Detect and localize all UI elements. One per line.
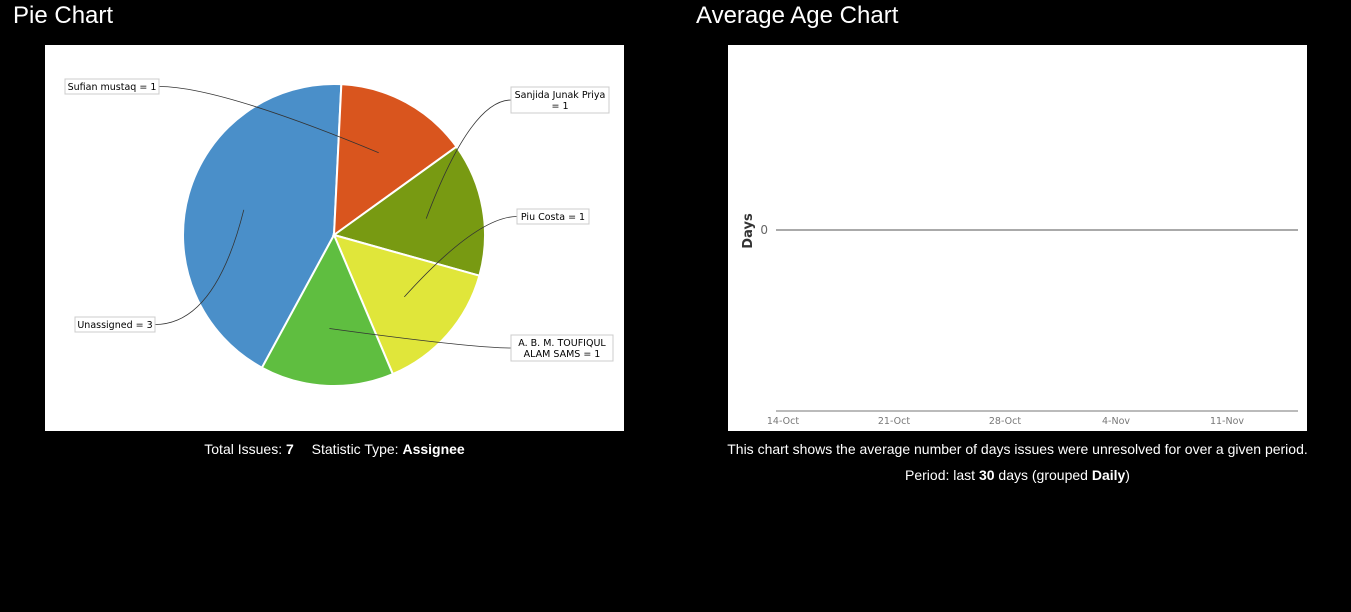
pie-slice xyxy=(332,83,458,238)
pie-slice xyxy=(332,233,481,376)
period-suffix: ) xyxy=(1125,467,1130,483)
pie-chart-title: Pie Chart xyxy=(13,2,114,29)
x-tick-label: 4-Nov xyxy=(1102,416,1130,427)
average-age-description: This chart shows the average number of d… xyxy=(727,441,1308,457)
pie-label-connector xyxy=(425,99,512,219)
average-age-chart-svg: Days 0 14-Oct 21-Oct 28-Oct 4-Nov 11-Nov xyxy=(741,213,1298,427)
pie-label-box xyxy=(516,208,590,225)
pie-slice-label: Sanjida Junak Priya xyxy=(515,90,606,101)
pie-label-connector xyxy=(158,86,379,154)
pie-chart-image: Unassigned = 3 Sufian mustaq = 1 Sanjida J… xyxy=(45,45,624,431)
pie-slice-label: ALAM SAMS = 1 xyxy=(524,349,601,360)
pie-slice-label: Piu Costa = 1 xyxy=(521,212,585,223)
pie-label-box xyxy=(510,86,610,114)
period-mid: days (grouped xyxy=(998,467,1088,483)
pie-slice-label: A. B. M. TOUFIQUL xyxy=(518,338,606,349)
pie-chart-svg: Unassigned = 3 Sufian mustaq = 1 Sanjida J… xyxy=(64,78,614,387)
pie-slice-label: = 1 xyxy=(551,101,568,112)
average-age-period: Period: last 30 days (grouped Daily) xyxy=(700,467,1335,483)
pie-label-connector xyxy=(329,328,512,349)
pie-slice-label: Sufian mustaq = 1 xyxy=(68,82,157,93)
x-tick-label: 11-Nov xyxy=(1210,416,1244,427)
pie-label-box xyxy=(510,334,614,362)
pie-slice-label: Unassigned = 3 xyxy=(77,320,152,331)
x-tick-label: 14-Oct xyxy=(767,416,799,427)
pie-label-connector xyxy=(154,209,245,325)
pie-slice xyxy=(260,232,395,387)
statistic-type-value: Assignee xyxy=(402,441,465,457)
total-issues-value: 7 xyxy=(285,441,294,457)
average-age-chart-image: Days 0 14-Oct 21-Oct 28-Oct 4-Nov 11-Nov xyxy=(728,45,1307,431)
x-tick-label: 28-Oct xyxy=(989,416,1021,427)
pie-chart-caption: Total Issues: 7 Statistic Type: Assignee xyxy=(45,441,624,457)
average-age-chart-title: Average Age Chart xyxy=(696,2,899,29)
pie-label-box xyxy=(64,78,160,95)
period-days: 30 xyxy=(978,467,995,483)
x-tick-label: 21-Oct xyxy=(878,416,910,427)
pie-slice xyxy=(182,83,343,370)
period-prefix: Period: last xyxy=(905,467,976,483)
y-axis-label: Days xyxy=(741,213,756,249)
pie-slice xyxy=(331,145,486,277)
period-group: Daily xyxy=(1091,467,1126,483)
statistic-type-label: Statistic Type: xyxy=(311,441,399,457)
y-tick-label: 0 xyxy=(760,223,768,237)
pie-label-box xyxy=(74,316,156,333)
total-issues-label: Total Issues: xyxy=(204,441,283,457)
pie-label-connector xyxy=(404,216,518,298)
